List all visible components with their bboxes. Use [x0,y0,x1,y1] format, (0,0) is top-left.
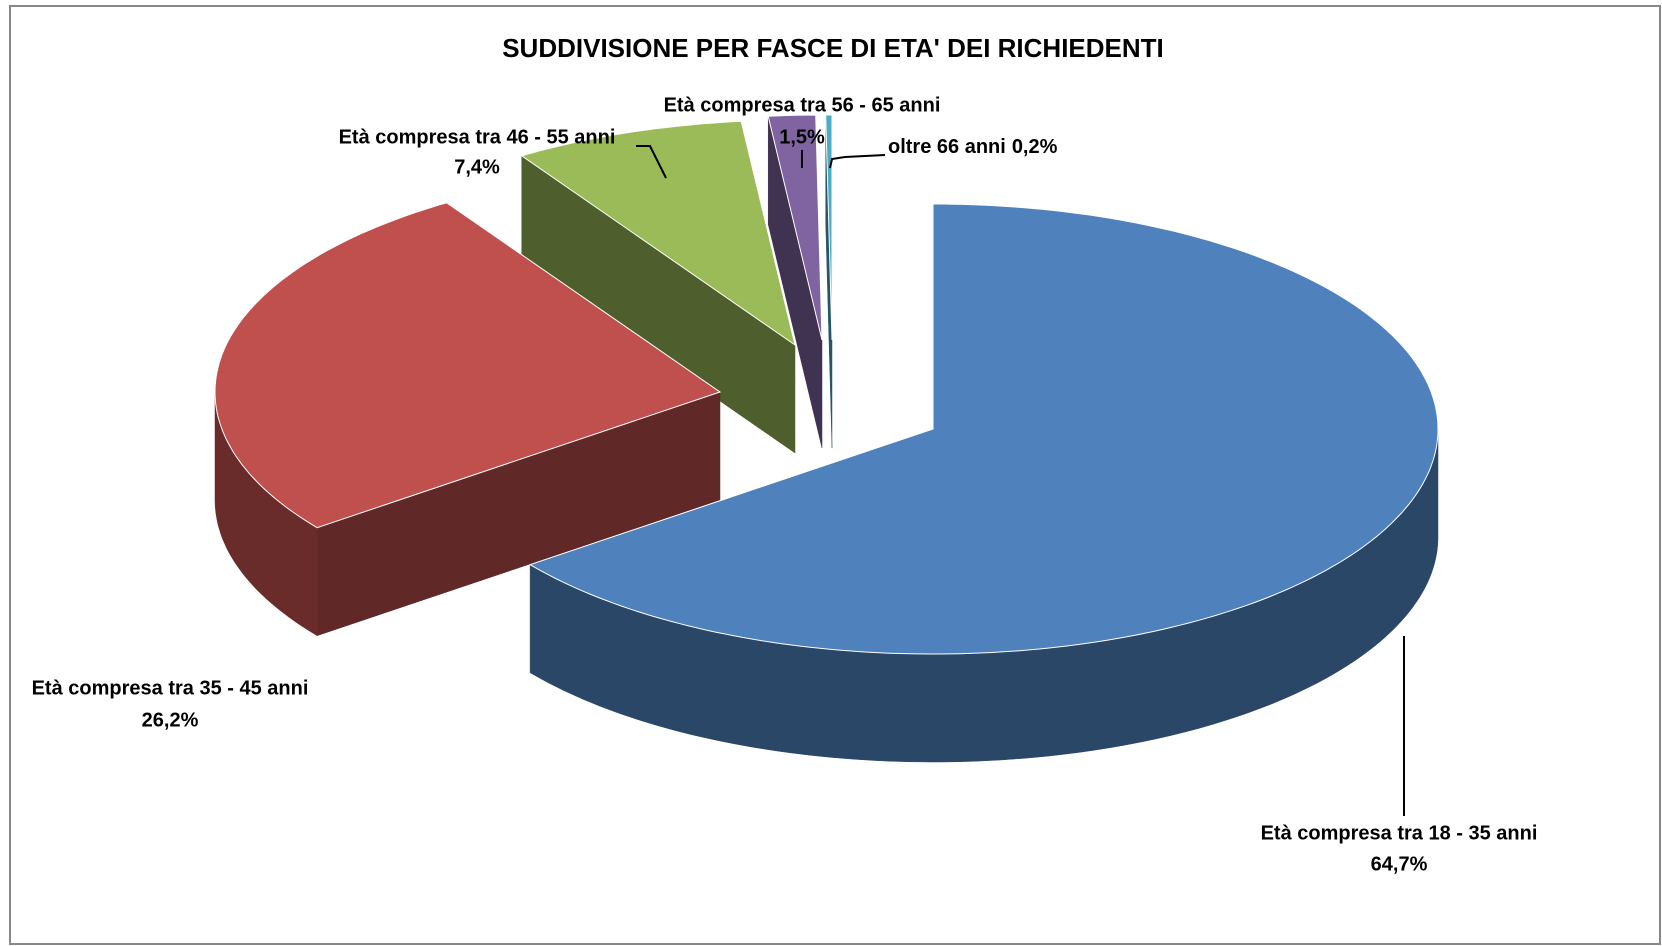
slice [767,114,823,341]
slice-label: Età compresa tra 35 - 45 anni [32,677,309,699]
slice [520,120,796,347]
slice-label: Età compresa tra 56 - 65 anni [664,94,941,116]
slice-label: Età compresa tra 46 - 55 anni [339,126,616,148]
value-label: 7,4% [454,156,500,178]
labels: Età compresa tra 18 - 35 anni 64,7% Età co… [32,94,1538,875]
pie [214,114,1439,763]
slice [214,202,722,529]
slice-label: oltre 66 anni 0,2% [888,136,1058,158]
leader-line [829,154,886,169]
leader-line [636,145,667,179]
value-label: 26,2% [142,709,199,731]
slice-name: oltre 66 anni [888,136,1006,158]
value-label: 1,5% [779,126,825,148]
slice [825,114,833,341]
value-label: 0,2% [1012,136,1058,158]
slice-label: Età compresa tra 18 - 35 anni [1261,822,1538,844]
value-label: 64,7% [1371,853,1428,875]
chart-title: SUDDIVISIONE PER FASCE DI ETA' DEI RICHI… [502,33,1164,63]
slice [528,203,1439,655]
